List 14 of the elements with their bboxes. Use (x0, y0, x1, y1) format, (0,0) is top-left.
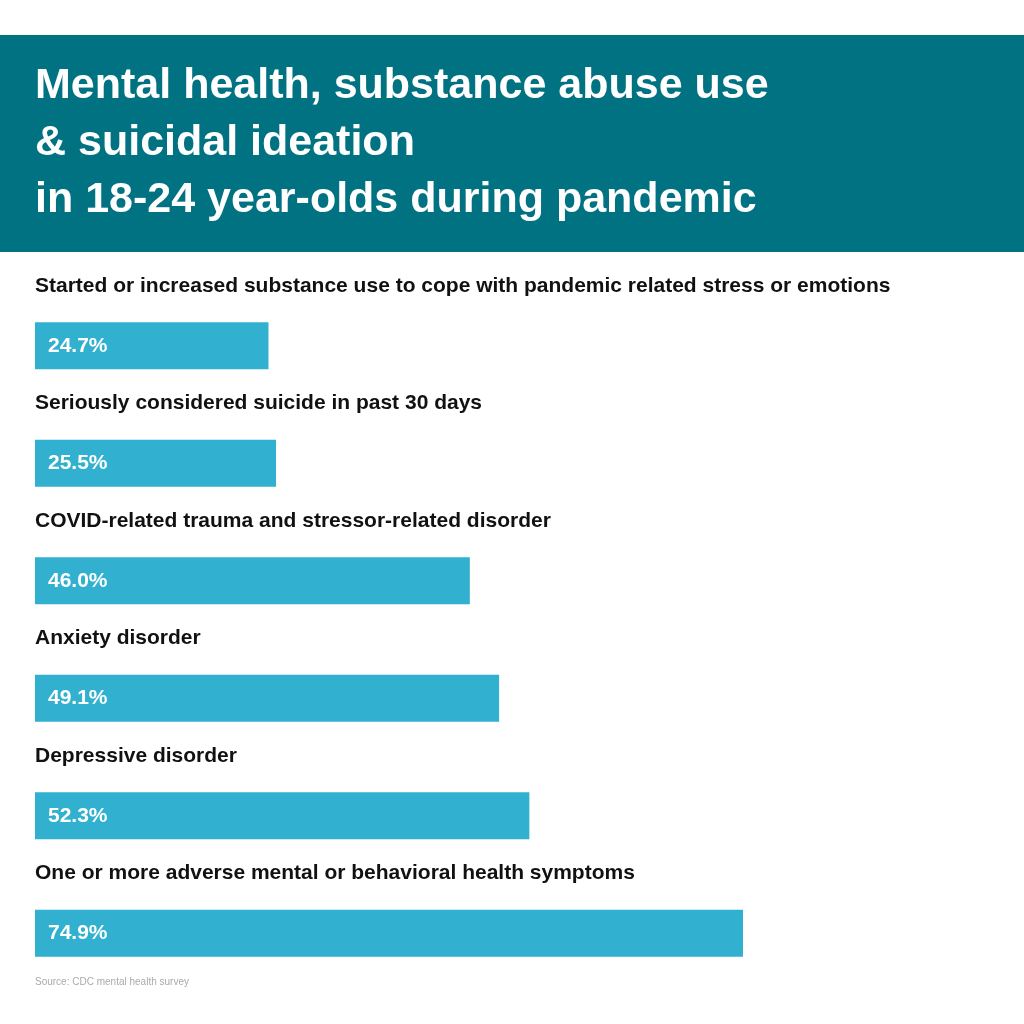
data-label: 49.1% (48, 685, 108, 709)
data-label: 24.7% (48, 332, 108, 356)
chart-title: Mental health, substance abuse use & suicidal ideation in 18-24 year-olds during pandemic (35, 59, 769, 221)
annotation: Source: CDC mental health survey (35, 976, 189, 987)
data-label: 25.5% (48, 450, 108, 474)
y-tick-label: Seriously considered suicide in past 30 days (35, 390, 483, 414)
y-tick-label: Depressive disorder (35, 742, 237, 766)
y-tick-label: Anxiety disorder (35, 625, 201, 649)
data-label: 52.3% (48, 802, 108, 826)
y-tick-label: Started or increased substance use to cope with pandemic related stress or emotions (35, 272, 891, 296)
y-tick-label: COVID-related trauma and stressor-related disorder (35, 507, 551, 531)
data-label: 74.9% (48, 920, 108, 944)
data-label: 46.0% (48, 567, 108, 591)
y-tick-label: One or more adverse mental or behavioral health symptoms (35, 860, 635, 884)
